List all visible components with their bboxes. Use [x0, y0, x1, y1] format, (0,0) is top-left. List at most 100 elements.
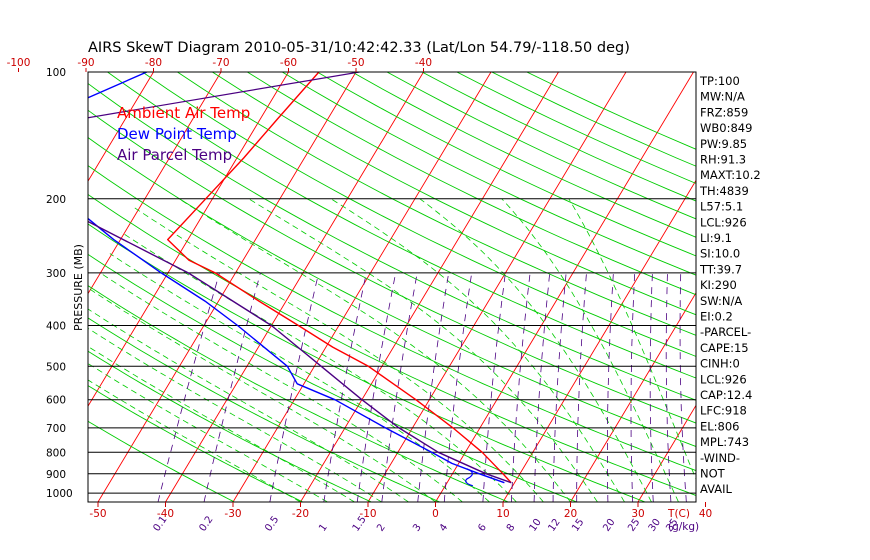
moist-adiabat-line: [248, 198, 598, 502]
stats-item: NOT: [700, 467, 726, 481]
moist-adiabat-line: [178, 198, 571, 502]
stats-item: L57:5.1: [700, 200, 743, 214]
pressure-tick-label: 500: [46, 361, 66, 373]
dry-adiabat-line: [107, 72, 696, 379]
isotherm-line: [97, 72, 357, 502]
top-temp-tick-label: -60: [280, 57, 297, 69]
moist-adiabat-line: [88, 327, 382, 502]
top-temp-tick-label: -50: [347, 57, 364, 69]
dry-adiabat-line: [88, 317, 440, 502]
moist-adiabat-line: [419, 198, 652, 502]
stats-item: AVAIL: [700, 482, 733, 496]
isotherm-line: [88, 72, 222, 295]
moist-adiabat-line: [88, 287, 436, 502]
bottom-temp-tick-label: 30: [631, 508, 644, 520]
bottom-temp-tick-label: -40: [157, 508, 174, 520]
moist-adiabat-line: [99, 272, 463, 502]
stats-item: LCL:926: [700, 215, 747, 229]
stats-item: SW:N/A: [700, 294, 742, 308]
mixing-ratio-line: [552, 272, 567, 502]
mixing-ratio-tick-label: 10: [528, 517, 544, 534]
isotherm-line: [841, 72, 870, 502]
stats-item: KI:290: [700, 278, 737, 292]
stats-item: WB0:849: [700, 121, 752, 135]
dry-adiabat-line: [88, 350, 372, 502]
bottom-temp-tick-label: 0: [432, 508, 439, 520]
dry-adiabat-line: [316, 72, 696, 257]
isotherm-line: [232, 72, 492, 502]
mixing-ratio-line: [533, 272, 551, 502]
dry-adiabat-line: [88, 193, 696, 496]
dry-adiabat-line: [421, 72, 696, 202]
stats-item: RH:91.3: [700, 153, 746, 167]
moist-adiabat-line: [568, 198, 696, 481]
dry-adiabat-line: [88, 109, 696, 424]
air-parcel-temp-line: [88, 220, 512, 484]
mixing-ratio-tick-label: 2: [375, 522, 388, 534]
stats-item: LI:9.1: [700, 231, 732, 245]
moist-adiabat-line: [88, 379, 301, 502]
pressure-tick-label: 200: [46, 194, 66, 206]
mixing-ratio-tick-label: 6: [476, 522, 489, 534]
isotherm-line: [88, 72, 289, 408]
legend-entry: Dew Point Temp: [117, 125, 237, 143]
legend: Ambient Air Temp Dew Point Temp Air Parcel…: [117, 104, 250, 164]
stats-item: TT:39.7: [699, 262, 742, 276]
dry-adiabat-line: [456, 72, 696, 184]
mixing-ratio-tick-label: 0.2: [197, 514, 215, 533]
stats-item: CAPE:15: [700, 341, 749, 355]
top-temp-tick-label: -80: [145, 57, 162, 69]
dry-adiabat-line: [88, 165, 696, 472]
mixing-ratio-line: [157, 272, 220, 502]
stats-item: TP:100: [699, 74, 740, 88]
mixing-ratio-tick-label: 3: [411, 522, 424, 534]
mixing-ratio-line: [417, 272, 450, 502]
ambient-air-temp-line: [167, 72, 512, 484]
stats-item: LCL:926: [700, 372, 747, 386]
mixing-ratio-line: [381, 272, 418, 502]
pressure-tick-label: 800: [46, 447, 66, 459]
isotherm-line: [165, 72, 424, 502]
mixing-ratio-line: [443, 272, 473, 502]
pressure-tick-label: 1000: [46, 488, 73, 500]
dry-adiabat-line: [88, 137, 696, 447]
legend-entry: Ambient Air Temp: [117, 104, 250, 122]
bottom-temp-tick-label: -30: [224, 508, 241, 520]
bottom-temp-tick-label: -50: [89, 508, 106, 520]
bottom-temp-tick-label: -20: [292, 508, 309, 520]
isotherm-line: [570, 291, 696, 502]
stats-item: MAXT:10.2: [700, 168, 761, 182]
isotherm-line: [502, 179, 696, 502]
wind-trace-mark: [465, 468, 474, 487]
top-temp-tick-label: -90: [77, 57, 94, 69]
dry-adiabat-line: [88, 253, 577, 502]
stats-item: TH:4839: [699, 184, 749, 198]
top-temp-tick-label: -40: [415, 57, 432, 69]
stats-item: -PARCEL-: [700, 325, 751, 339]
stats-item: FRZ:859: [700, 105, 748, 119]
chart-title: AIRS SkewT Diagram 2010-05-31/10:42:42.3…: [88, 40, 630, 56]
pressure-tick-label: 700: [46, 423, 66, 435]
stats-item: PW:9.85: [700, 137, 747, 151]
dry-adiabat-line: [212, 72, 696, 316]
mixing-ratio-line: [511, 272, 531, 502]
isotherm-line: [773, 72, 870, 502]
isotherm-line: [435, 72, 694, 502]
stats-item: CAP:12.4: [700, 388, 752, 402]
y-axis-label: PRESSURE (MB): [72, 244, 85, 331]
mixing-ratio-line: [269, 272, 320, 502]
pressure-tick-label: 900: [46, 469, 66, 481]
pressure-tick-label: 600: [46, 395, 66, 407]
legend-entry: Air Parcel Temp: [117, 146, 232, 164]
stats-item: MW:N/A: [700, 90, 745, 104]
mixing-ratio-line: [576, 272, 587, 502]
dew-point-temp-line: [88, 72, 505, 484]
isotherm-line: [0, 72, 19, 502]
mixing-ratio-line: [649, 272, 654, 502]
stats-item: EI:0.2: [700, 310, 733, 324]
mixing-ratio-tick-label: 30: [647, 517, 663, 534]
moist-adiabat-line: [501, 198, 679, 502]
mixing-ratio-tick-label: 1: [317, 522, 330, 534]
isotherm-line: [637, 404, 696, 502]
